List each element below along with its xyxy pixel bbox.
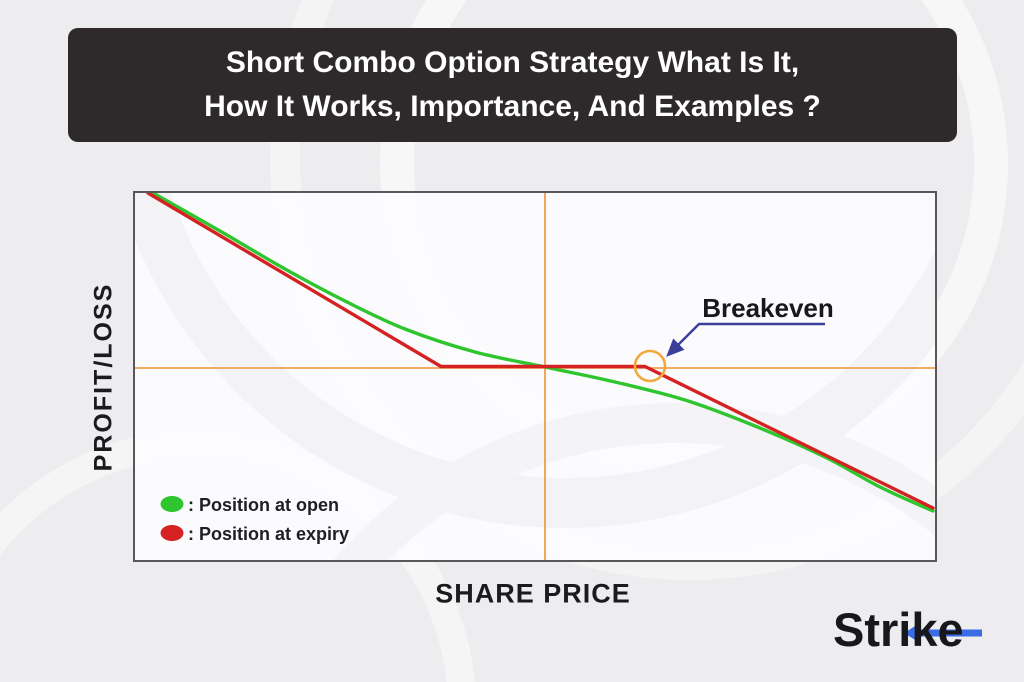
payoff-chart: Breakeven : Position at open : Position … <box>135 193 935 560</box>
chart-background-swoosh <box>333 403 935 560</box>
y-axis-label: PROFIT/LOSS <box>89 282 118 472</box>
legend-label-expiry: : Position at expiry <box>188 524 349 544</box>
x-axis-label: SHARE PRICE <box>435 578 631 609</box>
logo-text-part3: e <box>937 603 964 656</box>
title-banner: Short Combo Option Strategy What Is It, … <box>68 28 957 142</box>
strike-logo-arrow-icon <box>904 623 982 643</box>
strike-logo: Strike <box>833 602 982 662</box>
logo-text-part1: Stri <box>833 603 912 656</box>
page-title-line-2: How It Works, Importance, And Examples ? <box>204 90 821 123</box>
breakeven-label: Breakeven <box>702 293 834 323</box>
logo-text-part2: k <box>911 603 938 656</box>
chart-background-swoosh <box>135 193 935 528</box>
legend-swatch-open-icon <box>160 496 184 512</box>
payoff-chart-area: Breakeven : Position at open : Position … <box>133 191 937 562</box>
breakeven-circle <box>633 349 667 383</box>
chart-legend: : Position at open : Position at expiry <box>160 495 349 544</box>
breakeven-arrow <box>666 322 825 357</box>
position-at-expiry-line <box>146 193 935 510</box>
legend-label-open: : Position at open <box>188 495 339 515</box>
legend-swatch-expiry-icon <box>160 525 184 541</box>
page-title-line-1: Short Combo Option Strategy What Is It, <box>225 46 800 79</box>
